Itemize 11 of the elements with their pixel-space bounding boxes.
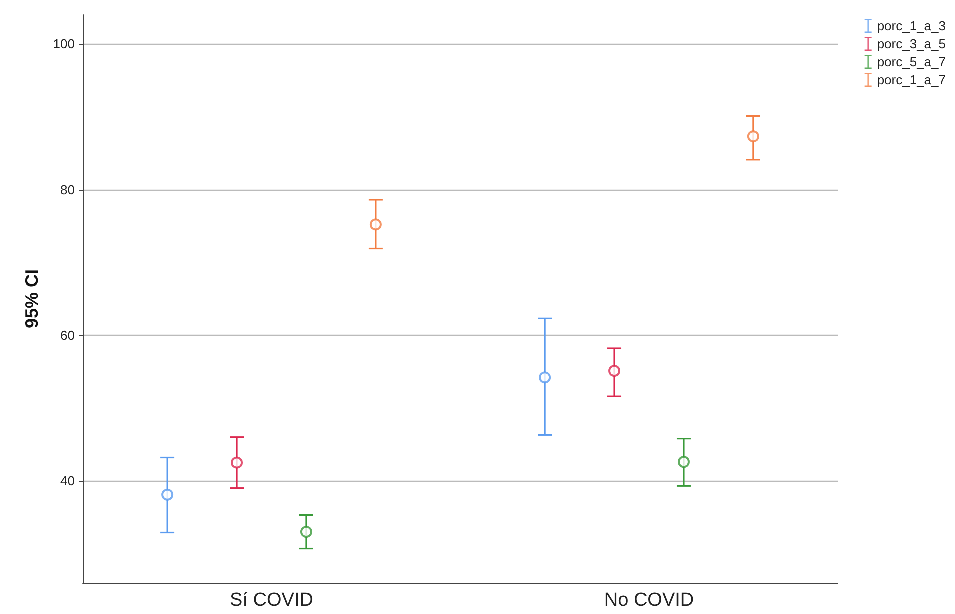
y-axis-title: 95% CI: [22, 269, 42, 329]
x-tick-label: Sí COVID: [230, 590, 314, 611]
legend-label: porc_3_a_5: [877, 36, 946, 52]
legend-label: porc_1_a_3: [877, 18, 946, 34]
legend-label: porc_1_a_7: [877, 72, 946, 88]
x-tick-label: No COVID: [604, 590, 694, 611]
y-tick-label: 100: [53, 36, 75, 52]
y-tick-label: 40: [60, 474, 75, 489]
y-tick-label: 80: [60, 182, 75, 198]
legend-label: porc_5_a_7: [877, 54, 946, 70]
y-tick-label: 60: [60, 328, 75, 343]
